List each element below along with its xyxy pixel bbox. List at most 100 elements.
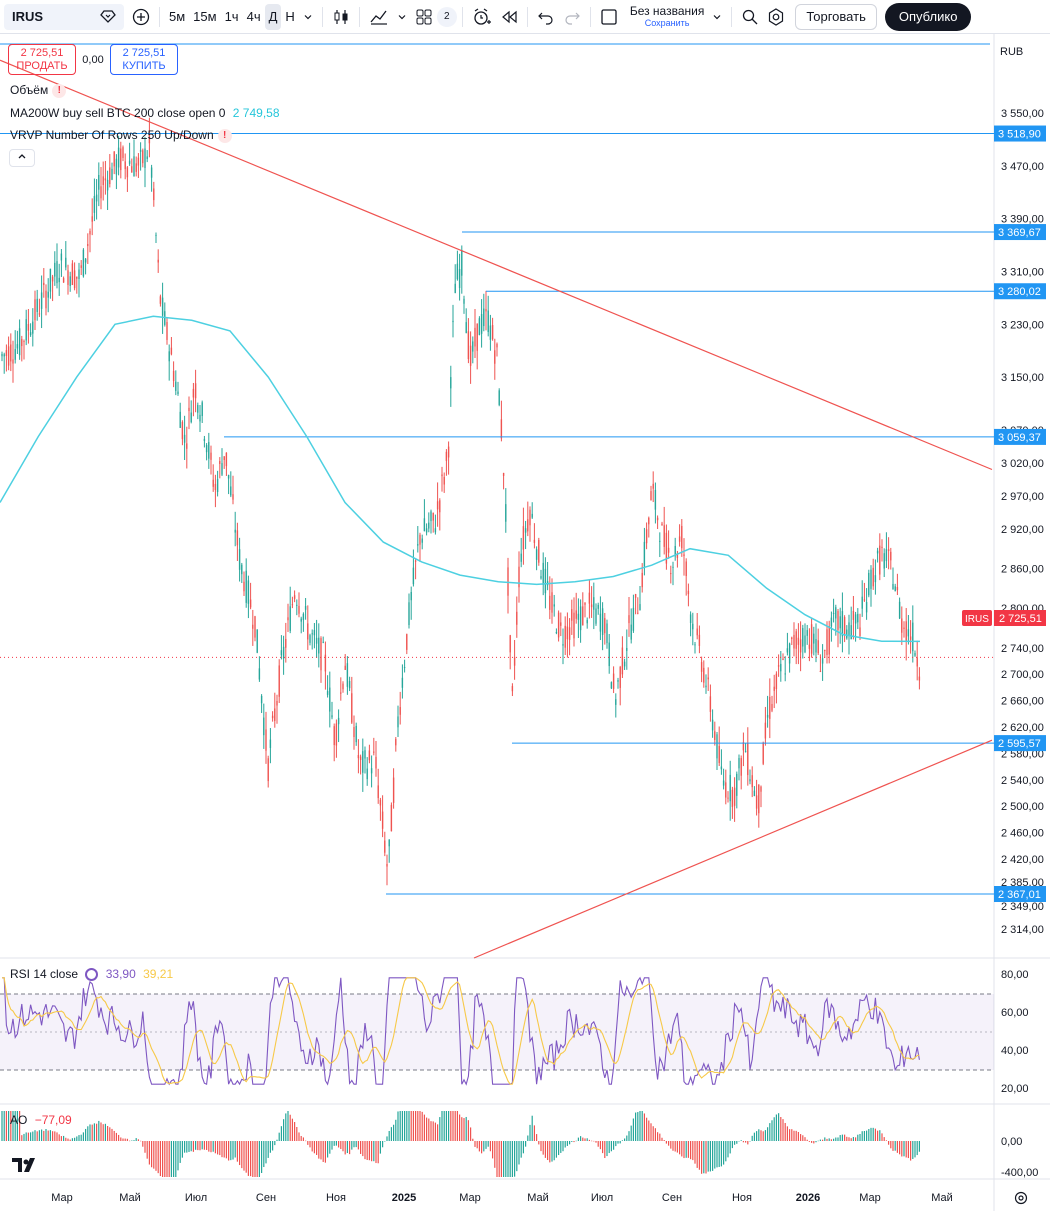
ao-bar[interactable] xyxy=(168,1141,170,1177)
candle-body[interactable] xyxy=(313,630,316,636)
candle-body[interactable] xyxy=(65,257,67,268)
ao-bar[interactable] xyxy=(764,1130,766,1141)
ao-bar[interactable] xyxy=(382,1141,384,1148)
candle-body[interactable] xyxy=(863,599,866,601)
ao-bar[interactable] xyxy=(745,1141,747,1143)
ao-bar[interactable] xyxy=(516,1141,518,1172)
rsi-tick[interactable]: 40,00 xyxy=(1001,1045,1029,1057)
candle-body[interactable] xyxy=(423,518,426,532)
ao-bar[interactable] xyxy=(439,1117,441,1141)
candle-body[interactable] xyxy=(346,663,349,687)
candle-body[interactable] xyxy=(126,167,129,178)
candle-body[interactable] xyxy=(386,863,388,867)
candle-body[interactable] xyxy=(271,715,274,719)
candle-body[interactable] xyxy=(575,610,577,619)
candle-body[interactable] xyxy=(183,434,186,443)
price-tick[interactable]: 2 500,00 xyxy=(1001,801,1044,813)
candle-body[interactable] xyxy=(298,605,300,614)
ao-bar[interactable] xyxy=(177,1141,179,1171)
ao-bar[interactable] xyxy=(16,1111,18,1141)
candle-body[interactable] xyxy=(238,549,241,570)
candle-body[interactable] xyxy=(131,166,133,173)
legend-ao[interactable]: AO −77,09 xyxy=(10,1113,72,1127)
ao-bar[interactable] xyxy=(164,1141,166,1177)
candle-body[interactable] xyxy=(421,538,423,543)
ao-bar[interactable] xyxy=(914,1141,916,1158)
candle-body[interactable] xyxy=(370,768,373,774)
ao-bar[interactable] xyxy=(140,1140,142,1142)
ao-bar[interactable] xyxy=(85,1128,87,1141)
candle-body[interactable] xyxy=(324,654,327,672)
candle-body[interactable] xyxy=(355,725,357,743)
ao-bar[interactable] xyxy=(602,1141,604,1154)
ao-bar[interactable] xyxy=(740,1140,742,1141)
trendline-upper[interactable] xyxy=(0,59,993,471)
ao-bar[interactable] xyxy=(41,1129,43,1141)
time-tick[interactable]: Май xyxy=(527,1192,549,1204)
ao-bar[interactable] xyxy=(454,1111,456,1141)
rsi-line[interactable] xyxy=(2,976,920,1087)
candle-body[interactable] xyxy=(485,309,487,312)
ao-bar[interactable] xyxy=(329,1141,331,1154)
candle-body[interactable] xyxy=(3,354,5,357)
ao-bar[interactable] xyxy=(767,1127,769,1141)
ao-bar[interactable] xyxy=(826,1138,828,1141)
candle-body[interactable] xyxy=(304,606,307,610)
ao-bar[interactable] xyxy=(470,1127,472,1141)
ao-bar[interactable] xyxy=(254,1141,256,1177)
ma200w-line[interactable] xyxy=(0,315,921,643)
ao-bar[interactable] xyxy=(395,1119,397,1141)
ao-bar[interactable] xyxy=(593,1140,595,1142)
ao-bar[interactable] xyxy=(351,1141,353,1150)
ao-bar[interactable] xyxy=(599,1141,601,1150)
candle-body[interactable] xyxy=(458,269,461,288)
price-tick[interactable]: 2 540,00 xyxy=(1001,775,1044,787)
ao-bar[interactable] xyxy=(652,1126,654,1141)
ao-bar[interactable] xyxy=(221,1141,223,1158)
candle-body[interactable] xyxy=(335,723,338,746)
candle-body[interactable] xyxy=(751,775,753,788)
candle-body[interactable] xyxy=(58,277,60,283)
candle-body[interactable] xyxy=(782,658,784,661)
candle-body[interactable] xyxy=(436,501,439,510)
ao-bar[interactable] xyxy=(597,1141,599,1147)
ao-bar[interactable] xyxy=(595,1141,597,1143)
candle-body[interactable] xyxy=(621,647,624,675)
candle-body[interactable] xyxy=(12,359,14,364)
candle-body[interactable] xyxy=(634,593,637,598)
candle-body[interactable] xyxy=(476,323,478,351)
time-tick[interactable]: Мар xyxy=(459,1192,481,1204)
ao-bar[interactable] xyxy=(586,1138,588,1141)
candle-body[interactable] xyxy=(819,670,822,672)
candle-body[interactable] xyxy=(788,643,791,664)
ao-bar[interactable] xyxy=(665,1141,667,1144)
candle-body[interactable] xyxy=(91,216,93,222)
candle-body[interactable] xyxy=(60,253,63,261)
candle-body[interactable] xyxy=(731,789,734,807)
candle-body[interactable] xyxy=(797,637,800,645)
ao-bar[interactable] xyxy=(518,1141,520,1165)
ao-bar[interactable] xyxy=(859,1133,861,1141)
ao-bar[interactable] xyxy=(661,1137,663,1141)
candle-body[interactable] xyxy=(194,383,197,399)
ao-bar[interactable] xyxy=(364,1141,366,1160)
candle-body[interactable] xyxy=(45,290,47,309)
indicators-chevron-down-icon[interactable] xyxy=(393,4,411,30)
candle-body[interactable] xyxy=(410,592,412,601)
candle-body[interactable] xyxy=(139,149,142,152)
ao-bar[interactable] xyxy=(769,1123,771,1141)
layout-square-icon[interactable] xyxy=(596,4,622,30)
ao-bar[interactable] xyxy=(683,1141,685,1159)
candle-body[interactable] xyxy=(267,758,269,782)
tradingview-logo-icon[interactable] xyxy=(12,1156,42,1174)
candle-body[interactable] xyxy=(159,296,162,304)
sell-button[interactable]: 2 725,51 ПРОДАТЬ xyxy=(8,44,76,75)
ao-bar[interactable] xyxy=(674,1141,676,1152)
ao-bar[interactable] xyxy=(725,1141,727,1162)
candle-body[interactable] xyxy=(742,742,745,751)
candle-body[interactable] xyxy=(560,622,562,626)
ao-bar[interactable] xyxy=(577,1137,579,1141)
ao-bar[interactable] xyxy=(676,1141,678,1153)
candle-body[interactable] xyxy=(494,350,496,364)
candle-body[interactable] xyxy=(802,628,804,647)
